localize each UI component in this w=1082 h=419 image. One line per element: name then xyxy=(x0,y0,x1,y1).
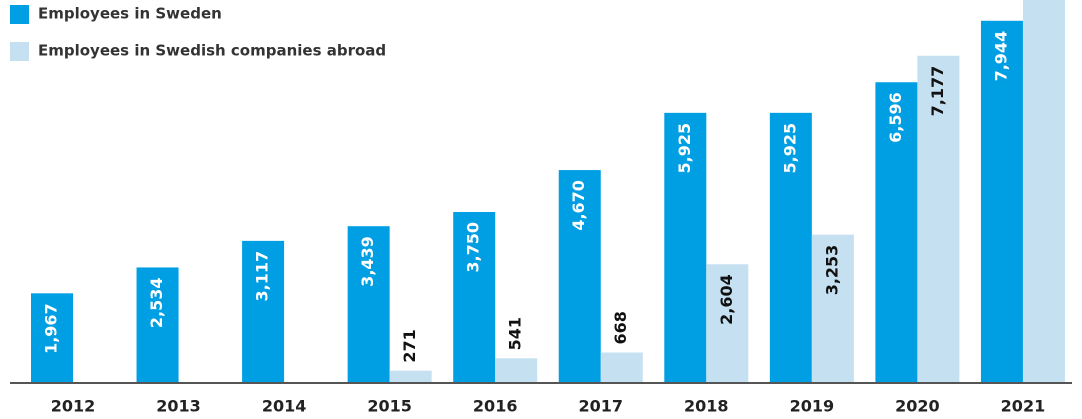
x-tick-label: 2018 xyxy=(684,397,729,416)
x-tick-label: 2020 xyxy=(895,397,940,416)
data-label: 1,967 xyxy=(42,303,61,354)
data-label: 2,534 xyxy=(147,277,166,328)
x-tick-label: 2021 xyxy=(1001,397,1046,416)
bar xyxy=(136,267,179,383)
bar xyxy=(495,358,538,383)
bar xyxy=(347,226,390,383)
x-tick-label: 2015 xyxy=(367,397,412,416)
data-label: 3,253 xyxy=(822,245,841,296)
data-label: 4,670 xyxy=(569,180,588,231)
data-label: 3,439 xyxy=(358,236,377,287)
x-tick-label: 2016 xyxy=(473,397,518,416)
bar xyxy=(453,212,496,383)
bar xyxy=(242,240,285,383)
x-tick-label: 2014 xyxy=(262,397,307,416)
bar xyxy=(600,352,643,383)
bar xyxy=(664,112,707,384)
bar xyxy=(31,293,73,383)
bar xyxy=(389,370,432,383)
x-tick-label: 2012 xyxy=(51,397,96,416)
data-label: 5,925 xyxy=(675,123,694,174)
bar xyxy=(558,170,601,383)
legend-label: Employees in Sweden xyxy=(38,5,222,23)
data-label: 7,177 xyxy=(928,66,947,117)
data-label: 3,750 xyxy=(464,222,483,273)
bar xyxy=(875,82,918,383)
data-label: 271 xyxy=(400,329,419,362)
data-label: 668 xyxy=(611,311,630,344)
legend-swatch xyxy=(10,5,29,24)
bar xyxy=(811,234,854,383)
x-tick-label: 2019 xyxy=(790,397,835,416)
legend-label: Employees in Swedish companies abroad xyxy=(38,42,386,60)
data-label: 5,925 xyxy=(780,123,799,174)
bar xyxy=(1022,0,1065,383)
data-label: 3,117 xyxy=(253,251,272,302)
data-label: 541 xyxy=(506,317,525,350)
legend-swatch xyxy=(10,42,29,61)
bar xyxy=(980,20,1023,383)
data-label: 6,596 xyxy=(886,92,905,143)
data-label: 7,944 xyxy=(991,31,1010,82)
bar xyxy=(706,264,749,383)
data-label: 2,604 xyxy=(717,274,736,325)
bar xyxy=(769,112,812,384)
bar xyxy=(917,55,960,384)
x-tick-label: 2013 xyxy=(156,397,201,416)
x-tick-label: 2017 xyxy=(578,397,623,416)
